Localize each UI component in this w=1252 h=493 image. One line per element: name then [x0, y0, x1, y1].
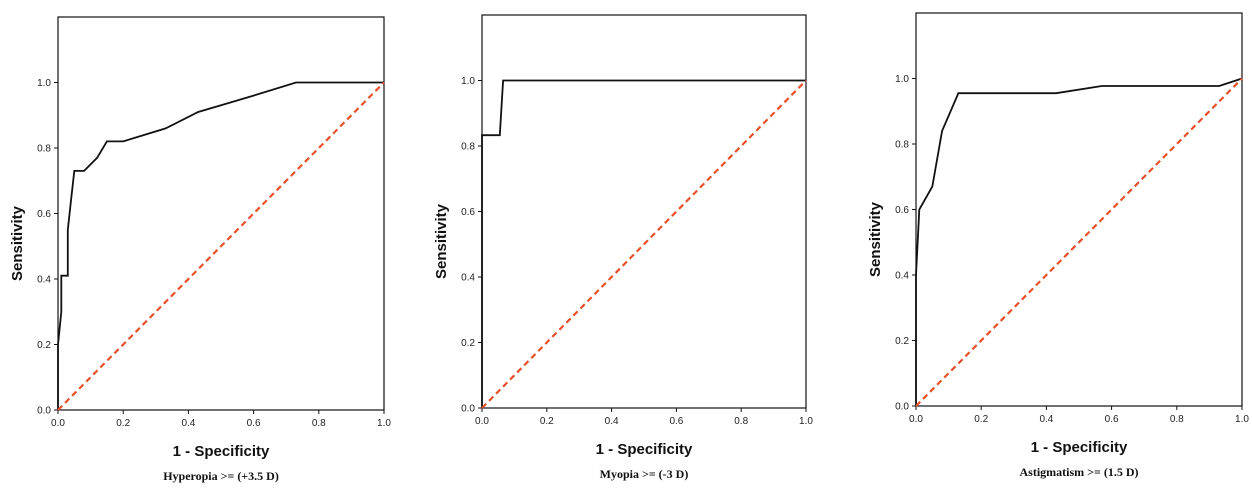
x-tick-label: 0.2 [116, 418, 130, 429]
y-tick-label: 0.2 [461, 338, 475, 349]
y-tick-label: 0.6 [461, 207, 475, 218]
x-tick-label: 0.2 [540, 416, 554, 427]
x-tick-label: 1.0 [799, 416, 813, 427]
y-tick-label: 0.0 [461, 404, 475, 415]
plot-frame-2 [915, 12, 1243, 407]
roc-curve-line [57, 81, 384, 410]
y-tick-label: 0.8 [37, 144, 51, 155]
y-tick-label: 0.0 [37, 406, 51, 417]
x-tick-label: 0.8 [312, 418, 326, 429]
y-tick-label: 0.0 [895, 402, 909, 413]
x-tick-label: 0.8 [734, 416, 748, 427]
x-tick-label: 0.0 [475, 416, 489, 427]
x-tick-label: 0.8 [1170, 414, 1184, 425]
chart-caption: Myopia >= (-3 D) [600, 467, 689, 481]
x-tick-label: 0.2 [974, 414, 988, 425]
x-tick-label: 0.6 [669, 416, 683, 427]
y-axis-title: Sensitivity [867, 201, 884, 277]
y-tick-label: 0.4 [37, 275, 51, 286]
x-tick-label: 0.0 [909, 414, 923, 425]
x-tick-label: 1.0 [377, 418, 391, 429]
x-tick-label: 1.0 [1235, 414, 1249, 425]
y-tick-label: 0.2 [895, 336, 909, 347]
y-tick-label: 1.0 [37, 78, 51, 89]
x-tick-label: 0.6 [1105, 414, 1119, 425]
y-tick-label: 1.0 [461, 76, 475, 87]
x-axis-title: 1 - Specificity [596, 441, 693, 458]
y-axis-title: Sensitivity [9, 205, 26, 281]
reference-diagonal-line [915, 77, 1243, 407]
x-tick-label: 0.4 [605, 416, 619, 427]
x-tick-label: 0.4 [1039, 414, 1053, 425]
reference-diagonal-line [57, 81, 385, 411]
y-tick-label: 0.2 [37, 340, 51, 351]
y-tick-label: 0.4 [461, 273, 475, 284]
plot-frame-1 [481, 14, 807, 409]
y-tick-label: 0.4 [895, 271, 909, 282]
x-tick-label: 0.4 [181, 418, 195, 429]
x-axis-title: 1 - Specificity [1031, 439, 1128, 456]
y-tick-label: 0.6 [37, 209, 51, 220]
roc-curve-line [915, 77, 1243, 406]
y-tick-label: 0.8 [461, 142, 475, 153]
reference-diagonal-line [481, 79, 807, 409]
chart-caption: Astigmatism >= (1.5 D) [1020, 465, 1139, 479]
x-axis-title: 1 - Specificity [173, 443, 270, 460]
chart-caption: Hyperopia >= (+3.5 D) [163, 469, 279, 483]
x-tick-label: 0.6 [247, 418, 261, 429]
y-tick-label: 0.8 [895, 140, 909, 151]
y-tick-label: 1.0 [895, 74, 909, 85]
y-axis-title: Sensitivity [433, 203, 450, 279]
roc-curve-line [481, 79, 806, 408]
plot-frame-0 [57, 16, 385, 411]
x-tick-label: 0.0 [51, 418, 65, 429]
y-tick-label: 0.6 [895, 205, 909, 216]
